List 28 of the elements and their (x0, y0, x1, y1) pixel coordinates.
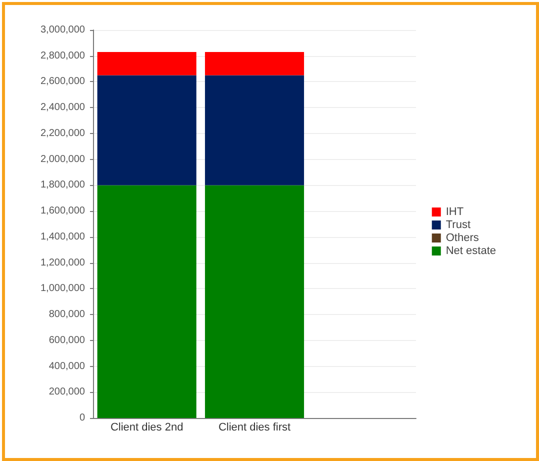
bar (204, 52, 304, 76)
x-tick-label: Client dies 2nd (110, 422, 184, 434)
legend-label: IHT (446, 206, 464, 218)
y-tick-label: 0 (79, 412, 86, 424)
y-tick-label: 1,800,000 (40, 180, 86, 191)
y-tick-label: 2,200,000 (40, 128, 86, 139)
bar (97, 75, 196, 186)
x-tick-label: Client dies first (218, 422, 291, 434)
y-tick-label: 2,000,000 (40, 154, 86, 165)
y-tick-label: 1,000,000 (40, 283, 86, 294)
y-tick-label: 1,600,000 (40, 206, 86, 217)
y-tick-label: 800,000 (48, 309, 86, 320)
legend-label: Trust (446, 219, 471, 231)
y-tick-label: 1,400,000 (40, 231, 86, 242)
y-tick-label: 2,400,000 (40, 102, 86, 114)
legend-label: Net estate (446, 245, 496, 257)
y-tick-label: 2,600,000 (40, 76, 86, 88)
bar (204, 75, 304, 186)
legend-label: Others (446, 232, 480, 244)
y-tick-label: 400,000 (48, 360, 86, 372)
y-tick-label: 1,200,000 (40, 257, 86, 268)
bar (204, 185, 304, 418)
y-tick-label: 600,000 (48, 334, 86, 346)
y-tick-label: 200,000 (48, 386, 86, 398)
y-tick-label: 3,000,000 (40, 24, 86, 36)
bar (97, 185, 196, 418)
bar (97, 52, 196, 76)
y-tick-label: 2,800,000 (40, 50, 86, 62)
